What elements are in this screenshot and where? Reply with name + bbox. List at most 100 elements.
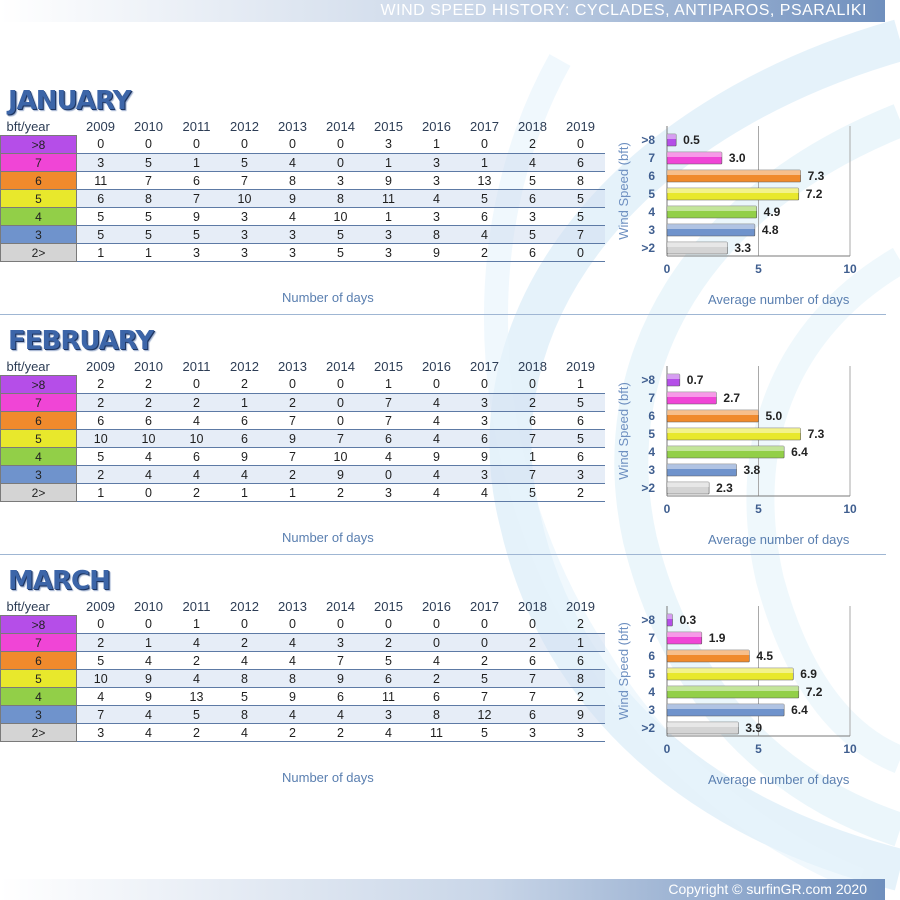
- data-label: 4.5: [756, 649, 773, 663]
- table-cell: 4: [220, 651, 269, 670]
- table-cell: 1: [220, 483, 269, 502]
- table-cell: 6: [172, 447, 221, 466]
- bar-highlight: [667, 632, 702, 637]
- table-cell: 0: [316, 393, 365, 412]
- y-axis-label: Wind Speed (bft): [616, 382, 631, 480]
- table-cell: 0: [412, 633, 461, 652]
- bft-level-label: 6: [0, 171, 77, 190]
- table-cell: 3: [268, 225, 317, 244]
- table-cell: 9: [172, 207, 221, 226]
- table-cell: 9: [268, 687, 317, 706]
- data-label: 5.0: [766, 409, 783, 423]
- table-cell: 10: [76, 669, 125, 688]
- table-cell: 6: [172, 171, 221, 190]
- x-tick-label: 10: [843, 742, 857, 756]
- table-cell: 5: [460, 723, 509, 742]
- table-cell: 10: [220, 189, 269, 208]
- category-tick-label: >8: [641, 613, 655, 627]
- table-cell: 6: [556, 651, 605, 670]
- table-cell: 0: [556, 135, 605, 154]
- category-tick-label: >2: [641, 241, 655, 255]
- year-header: 2015: [374, 599, 403, 615]
- table-cell: 0: [76, 615, 125, 634]
- table-cell: 4: [172, 465, 221, 484]
- year-header: 2015: [374, 119, 403, 135]
- table-cell: 4: [124, 723, 173, 742]
- table-cell: 3: [316, 171, 365, 190]
- table-cell: 5: [124, 153, 173, 172]
- bar: [666, 463, 737, 477]
- table-cell: 9: [268, 189, 317, 208]
- table-cell: 2: [172, 723, 221, 742]
- table-cell: 9: [412, 243, 461, 262]
- table-cell: 3: [316, 633, 365, 652]
- table-cell: 6: [124, 411, 173, 430]
- table-cell: 1: [76, 243, 125, 262]
- table-cell: 7: [364, 411, 413, 430]
- wind-days-table: bft/year 2009 2010 2011 2012 2013 2014 2015 2016…: [0, 358, 605, 502]
- table-cell: 1: [508, 447, 557, 466]
- table-cell: 6: [364, 429, 413, 448]
- table-cell: 0: [220, 135, 269, 154]
- x-tick-label: 0: [664, 742, 671, 756]
- table-cell: 1: [124, 633, 173, 652]
- table-cell: 0: [76, 135, 125, 154]
- bar-highlight: [667, 650, 750, 655]
- header-bar: WIND SPEED HISTORY: CYCLADES, ANTIPAROS,…: [0, 0, 885, 22]
- bar-chart: >8 0.3 7 1.9 6 4.5 5 6.9 4 7.2 3 6.4 >2 3.9 0 5 10 Wind S…: [616, 606, 857, 756]
- data-label: 7.2: [806, 187, 823, 201]
- table-cell: 7: [172, 189, 221, 208]
- section-divider: [0, 554, 886, 555]
- bar: [666, 427, 801, 441]
- month-section: MARCH bft/year 2009 2010 2011 2012 2013 2014 201…: [0, 554, 900, 800]
- page-title: WIND SPEED HISTORY: CYCLADES, ANTIPAROS,…: [380, 2, 867, 19]
- bar: [666, 685, 800, 699]
- table-corner-label: bft/year: [6, 359, 50, 374]
- table-cell: 8: [220, 669, 269, 688]
- table-cell: 4: [412, 393, 461, 412]
- year-header: 2016: [422, 599, 451, 615]
- bar-highlight: [667, 686, 799, 691]
- table-cell: 6: [508, 243, 557, 262]
- bar: [666, 391, 717, 405]
- table-cell: 4: [124, 651, 173, 670]
- wind-days-table: bft/year 2009 2010 2011 2012 2013 2014 2015 2016…: [0, 118, 605, 262]
- table-row: 5 6 8 7 10 9 8 11 4 5 6 5: [0, 189, 605, 208]
- year-header: 2009: [86, 359, 115, 375]
- month-title: FEBRUARY: [8, 326, 154, 356]
- table-cell: 3: [460, 393, 509, 412]
- table-cell: 7: [508, 687, 557, 706]
- table-row: 4 4 9 13 5 9 6 11 6 7 7 2: [0, 687, 605, 706]
- table-cell: 6: [412, 687, 461, 706]
- table-cell: 5: [220, 687, 269, 706]
- table-cell: 5: [76, 447, 125, 466]
- table-cell: 3: [508, 207, 557, 226]
- table-cell: 7: [316, 651, 365, 670]
- category-tick-label: 5: [648, 187, 655, 201]
- year-header: 2014: [326, 359, 355, 375]
- table-cell: 4: [124, 447, 173, 466]
- table-cell: 11: [364, 687, 413, 706]
- bar: [666, 241, 728, 255]
- table-cell: 0: [364, 615, 413, 634]
- data-label: 2.3: [716, 481, 733, 495]
- table-cell: 2: [316, 483, 365, 502]
- bft-level-label: 3: [0, 465, 77, 484]
- month-title: JANUARY: [8, 86, 131, 116]
- bar-highlight: [667, 446, 785, 451]
- category-tick-label: 7: [648, 151, 655, 165]
- table-cell: 7: [268, 447, 317, 466]
- table-row: 3 7 4 5 8 4 4 3 8 12 6 9: [0, 705, 605, 724]
- category-tick-label: 3: [648, 703, 655, 717]
- bar-highlight: [667, 152, 722, 157]
- table-cell: 9: [124, 669, 173, 688]
- table-cell: 8: [268, 171, 317, 190]
- table-cell: 2: [172, 651, 221, 670]
- table-cell: 5: [76, 225, 125, 244]
- table-cell: 4: [220, 465, 269, 484]
- table-cell: 4: [268, 153, 317, 172]
- bar: [666, 649, 750, 663]
- bar-highlight: [667, 392, 717, 397]
- table-cell: 8: [268, 669, 317, 688]
